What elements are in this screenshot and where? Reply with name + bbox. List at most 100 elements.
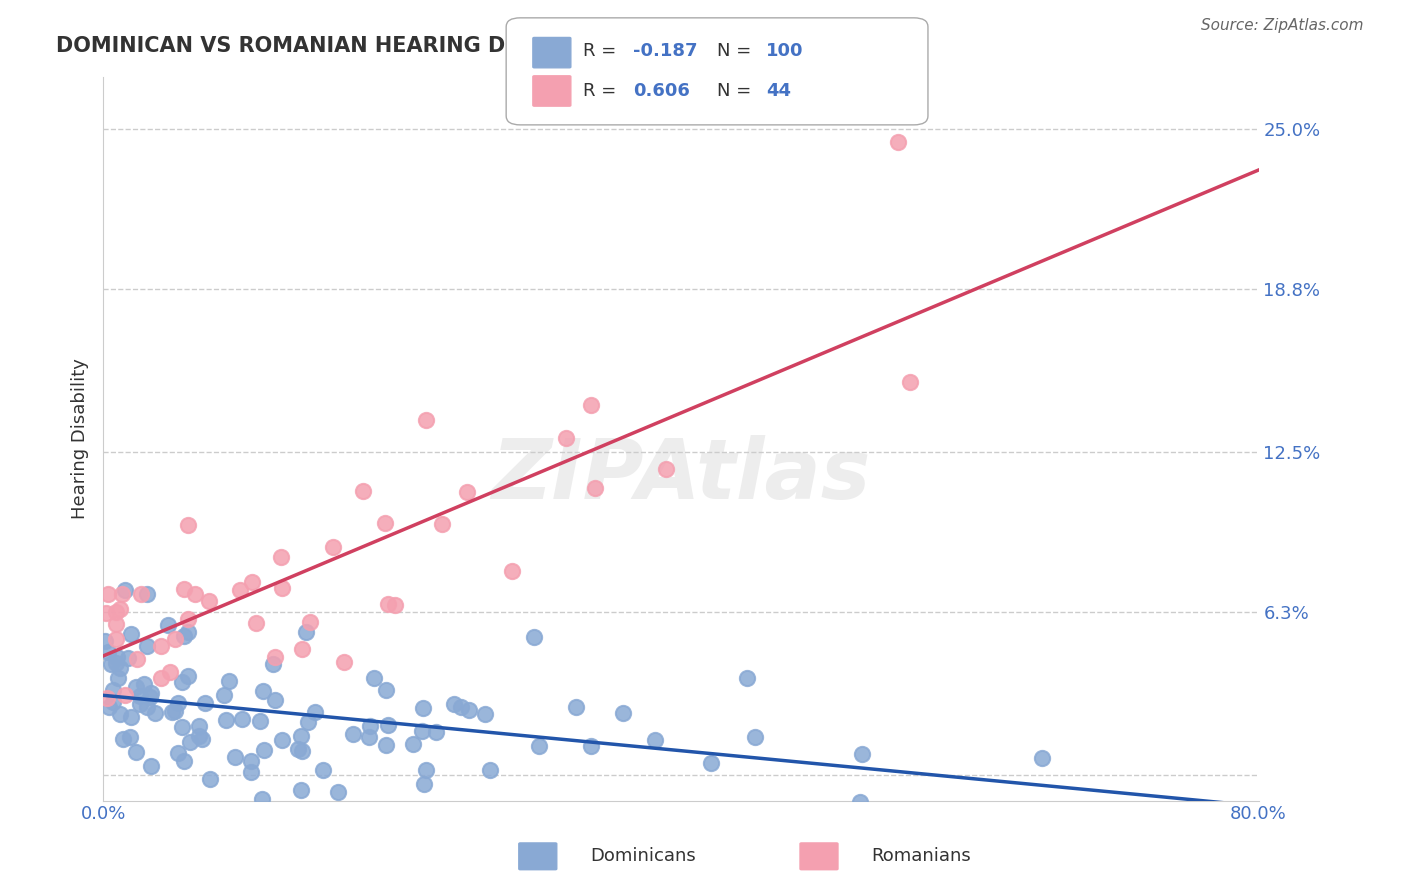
Point — [443, 697, 465, 711]
Point — [294, 624, 316, 639]
Point — [173, 629, 195, 643]
Point — [304, 706, 326, 720]
Point — [139, 759, 162, 773]
Point — [412, 777, 434, 791]
Point — [107, 671, 129, 685]
Text: Source: ZipAtlas.com: Source: ZipAtlas.com — [1201, 18, 1364, 33]
Point — [177, 612, 200, 626]
Point — [198, 594, 221, 608]
Point — [823, 818, 845, 832]
Point — [612, 706, 634, 720]
Point — [170, 675, 193, 690]
Point — [132, 676, 155, 690]
Point — [191, 731, 214, 746]
Point — [554, 431, 576, 445]
Point — [179, 735, 201, 749]
Point — [458, 703, 481, 717]
Point — [253, 743, 276, 757]
Point — [149, 639, 172, 653]
Point — [187, 729, 209, 743]
Point — [124, 680, 146, 694]
Point — [700, 756, 723, 770]
Point — [112, 732, 135, 747]
Point — [402, 737, 425, 751]
Point — [377, 717, 399, 731]
Point — [359, 719, 381, 733]
Point — [579, 739, 602, 754]
Point — [322, 540, 344, 554]
Point — [328, 785, 350, 799]
Point — [412, 701, 434, 715]
Point — [240, 574, 263, 589]
Point — [737, 671, 759, 685]
Y-axis label: Hearing Disability: Hearing Disability — [72, 359, 89, 519]
Point — [160, 705, 183, 719]
Point — [177, 668, 200, 682]
Point — [262, 657, 284, 672]
Point — [290, 783, 312, 797]
Point — [270, 732, 292, 747]
Point — [104, 632, 127, 647]
Point — [128, 698, 150, 712]
Point — [1031, 751, 1053, 765]
Point — [270, 550, 292, 565]
Point — [101, 682, 124, 697]
Point — [565, 700, 588, 714]
Point — [249, 714, 271, 728]
Point — [194, 696, 217, 710]
Point — [898, 375, 921, 389]
Point — [384, 599, 406, 613]
Point — [96, 691, 118, 706]
Point — [156, 617, 179, 632]
Point — [125, 652, 148, 666]
Point — [125, 745, 148, 759]
Text: N =: N = — [717, 82, 756, 100]
Point — [287, 742, 309, 756]
Point — [291, 744, 314, 758]
Point — [105, 650, 128, 665]
Point — [501, 565, 523, 579]
Point — [250, 792, 273, 806]
Point — [97, 587, 120, 601]
Point — [141, 685, 163, 699]
Point — [581, 398, 603, 412]
Point — [229, 582, 252, 597]
Point — [110, 586, 132, 600]
Text: 100: 100 — [766, 42, 804, 60]
Point — [239, 764, 262, 779]
Point — [165, 632, 187, 647]
Point — [224, 749, 246, 764]
Point — [104, 605, 127, 619]
Point — [117, 651, 139, 665]
Point — [136, 587, 159, 601]
Point — [312, 763, 335, 777]
Point — [104, 616, 127, 631]
Point — [159, 665, 181, 679]
Point — [231, 713, 253, 727]
Point — [108, 706, 131, 721]
Point — [450, 699, 472, 714]
Point — [173, 582, 195, 596]
Point — [129, 587, 152, 601]
Point — [108, 661, 131, 675]
Point — [290, 729, 312, 743]
Point — [456, 485, 478, 500]
Point — [96, 606, 118, 620]
Point — [177, 624, 200, 639]
Point — [97, 700, 120, 714]
Point — [744, 730, 766, 744]
Point — [357, 731, 380, 745]
Point — [291, 641, 314, 656]
Point — [218, 674, 240, 689]
Point — [103, 695, 125, 709]
Text: R =: R = — [583, 42, 623, 60]
Point — [170, 720, 193, 734]
Point — [149, 671, 172, 685]
Point — [176, 518, 198, 533]
Point — [166, 746, 188, 760]
Point — [100, 657, 122, 671]
Point — [374, 516, 396, 530]
Point — [644, 732, 666, 747]
Text: DOMINICAN VS ROMANIAN HEARING DISABILITY CORRELATION CHART: DOMINICAN VS ROMANIAN HEARING DISABILITY… — [56, 36, 875, 55]
Point — [375, 738, 398, 752]
